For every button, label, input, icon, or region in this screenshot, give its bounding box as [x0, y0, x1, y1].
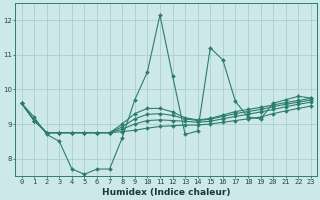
X-axis label: Humidex (Indice chaleur): Humidex (Indice chaleur) [102, 188, 230, 197]
